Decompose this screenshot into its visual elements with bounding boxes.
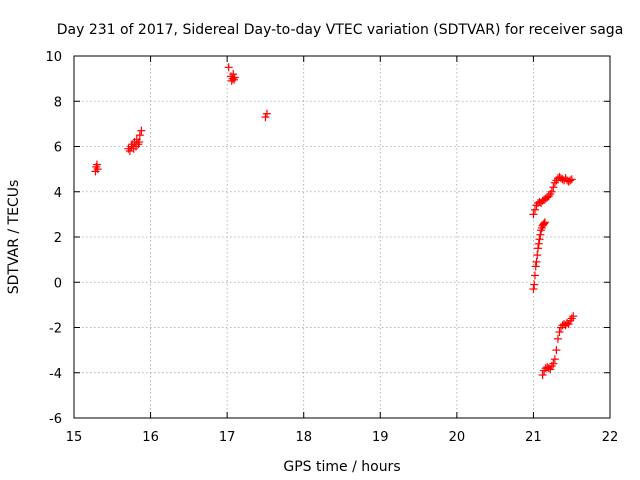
data-point xyxy=(530,271,539,280)
data-point xyxy=(230,73,239,82)
data-point xyxy=(564,320,573,329)
data-point xyxy=(536,230,545,239)
data-points xyxy=(91,63,578,380)
y-tick-label: 10 xyxy=(45,50,62,65)
plot-frame xyxy=(73,55,611,419)
data-point xyxy=(535,235,544,244)
data-point xyxy=(540,219,549,228)
data-point xyxy=(135,137,144,146)
y-tick-label: -2 xyxy=(49,322,62,337)
data-point xyxy=(549,183,558,192)
data-point xyxy=(547,187,556,196)
x-tick-label: 17 xyxy=(219,430,236,445)
data-point xyxy=(135,131,144,140)
data-point xyxy=(566,176,575,185)
y-tick-labels: -6 -4 -2 0 2 4 6 8 10 xyxy=(45,50,62,427)
y-tick-label: 2 xyxy=(54,231,62,246)
x-tick-label: 21 xyxy=(525,430,542,445)
chart-title: Day 231 of 2017, Sidereal Day-to-day VTE… xyxy=(57,22,624,38)
grid-lines xyxy=(74,56,610,418)
y-tick-label: 6 xyxy=(54,141,62,156)
data-point xyxy=(529,210,538,219)
x-axis-label: GPS time / hours xyxy=(283,459,400,475)
data-point xyxy=(538,371,547,380)
y-tick-label: -4 xyxy=(49,367,62,382)
data-point xyxy=(552,346,561,355)
data-point xyxy=(553,334,562,343)
data-point xyxy=(229,70,238,79)
data-point xyxy=(137,126,146,135)
x-tick-labels: 15 16 17 18 19 20 21 22 xyxy=(66,430,619,445)
data-point xyxy=(530,280,539,289)
data-point xyxy=(224,63,233,72)
data-point xyxy=(92,160,101,169)
x-tick-label: 15 xyxy=(66,430,83,445)
x-tick-label: 22 xyxy=(602,430,619,445)
y-tick-label: -6 xyxy=(49,412,62,427)
y-tick-label: 4 xyxy=(54,186,62,201)
data-point xyxy=(540,218,549,227)
data-point xyxy=(546,365,555,374)
data-point xyxy=(533,251,542,260)
data-point xyxy=(534,244,543,253)
y-tick-label: 0 xyxy=(54,276,62,291)
data-point xyxy=(567,175,576,184)
data-point xyxy=(550,355,559,364)
data-point xyxy=(262,109,271,118)
data-point xyxy=(530,205,539,214)
data-point xyxy=(569,312,578,321)
data-point xyxy=(532,257,541,266)
data-point xyxy=(555,328,564,337)
data-point xyxy=(549,359,558,368)
data-point xyxy=(261,113,270,122)
x-tick-label: 16 xyxy=(142,430,159,445)
data-point xyxy=(534,239,543,248)
data-point xyxy=(529,285,538,294)
data-point xyxy=(531,262,540,271)
data-point xyxy=(93,165,102,174)
y-axis-label: SDTVAR / TECUs xyxy=(6,180,22,295)
y-tick-label: 8 xyxy=(54,95,62,110)
x-tick-label: 20 xyxy=(449,430,466,445)
x-tick-label: 19 xyxy=(372,430,389,445)
x-tick-label: 18 xyxy=(295,430,312,445)
